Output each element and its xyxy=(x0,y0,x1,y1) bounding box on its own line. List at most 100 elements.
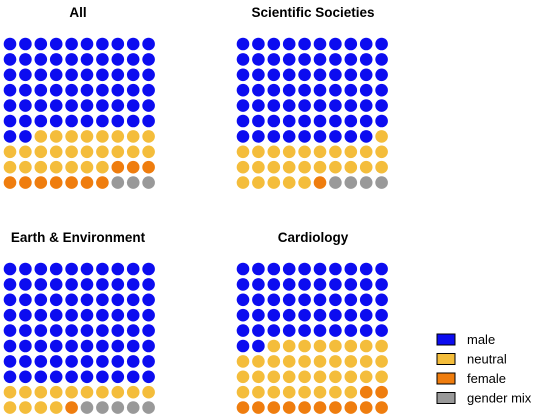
waffle-dot-male xyxy=(126,53,140,66)
waffle-dot-male xyxy=(65,37,78,51)
waffle-dot-male xyxy=(3,293,17,307)
waffle-dot-male xyxy=(267,114,281,128)
waffle-dot-male xyxy=(80,339,94,353)
waffle-dot-male xyxy=(298,37,311,51)
waffle-dot-male xyxy=(282,37,296,51)
waffle-dot-male xyxy=(298,308,311,322)
waffle-dot-male xyxy=(3,355,17,368)
waffle-dot-male xyxy=(252,53,265,66)
waffle-dot-male xyxy=(375,308,388,322)
waffle-dot-neutral xyxy=(375,145,388,159)
waffle-dot-neutral xyxy=(329,339,342,353)
waffle-dot-neutral xyxy=(49,385,63,399)
panel-title: Cardiology xyxy=(278,230,349,245)
waffle-dot-gender-mix xyxy=(126,401,140,414)
waffle-dot-gender-mix xyxy=(111,401,125,414)
waffle-dot-male xyxy=(282,293,296,307)
waffle-dot-male xyxy=(375,53,388,66)
waffle-dot-neutral xyxy=(65,130,78,143)
waffle-dot-male xyxy=(96,308,109,322)
waffle-dot-neutral xyxy=(126,145,140,159)
waffle-dot-male xyxy=(282,130,296,143)
waffle-dot-neutral xyxy=(236,385,250,399)
waffle-dot-male xyxy=(111,99,125,112)
waffle-panel: All xyxy=(3,5,155,189)
waffle-dot-male xyxy=(375,293,388,307)
waffle-dot-male xyxy=(329,53,342,66)
waffle-dot-male xyxy=(126,370,140,384)
waffle-dot-neutral xyxy=(80,145,94,159)
waffle-dot-male xyxy=(236,278,250,291)
waffle-dot-male xyxy=(298,99,311,112)
waffle-dot-male xyxy=(359,53,373,66)
waffle-dot-male xyxy=(344,99,358,112)
waffle-dot-male xyxy=(142,68,155,82)
waffle-dot-neutral xyxy=(236,370,250,384)
waffle-dot-male xyxy=(375,324,388,337)
waffle-dot-male xyxy=(19,83,32,97)
waffle-dot-male xyxy=(126,324,140,337)
waffle-dot-male xyxy=(80,355,94,368)
waffle-dot-male xyxy=(267,262,281,276)
waffle-dot-neutral xyxy=(282,370,296,384)
waffle-dot-neutral xyxy=(34,160,48,174)
waffle-dot-male xyxy=(19,339,32,353)
waffle-dot-male xyxy=(313,308,327,322)
waffle-dot-male xyxy=(142,355,155,368)
waffle-dot-neutral xyxy=(49,130,63,143)
waffle-dot-neutral xyxy=(80,385,94,399)
waffle-dot-male xyxy=(282,324,296,337)
waffle-dot-male xyxy=(313,53,327,66)
waffle-dot-male xyxy=(236,68,250,82)
waffle-dot-male xyxy=(49,83,63,97)
waffle-dot-male xyxy=(111,370,125,384)
waffle-dot-male xyxy=(142,324,155,337)
waffle-dot-male xyxy=(329,37,342,51)
waffle-dot-male xyxy=(34,53,48,66)
waffle-dot-neutral xyxy=(282,160,296,174)
waffle-dot-male xyxy=(252,308,265,322)
waffle-dot-male xyxy=(126,308,140,322)
waffle-dot-neutral xyxy=(49,145,63,159)
waffle-dot-female xyxy=(252,401,265,414)
waffle-dot-neutral xyxy=(375,130,388,143)
waffle-dot-neutral xyxy=(359,145,373,159)
waffle-dot-male xyxy=(111,293,125,307)
waffle-dot-male xyxy=(34,83,48,97)
waffle-dot-male xyxy=(34,262,48,276)
waffle-dot-male xyxy=(329,278,342,291)
waffle-dot-male xyxy=(49,53,63,66)
waffle-dot-neutral xyxy=(359,339,373,353)
waffle-dot-male xyxy=(252,114,265,128)
waffle-dot-male xyxy=(96,324,109,337)
waffle-dot-male xyxy=(142,293,155,307)
waffle-dot-gender-mix xyxy=(80,401,94,414)
waffle-dot-neutral xyxy=(344,385,358,399)
waffle-dot-male xyxy=(344,293,358,307)
waffle-dot-male xyxy=(142,262,155,276)
waffle-dot-neutral xyxy=(313,355,327,368)
waffle-panel: Scientific Societies xyxy=(236,5,388,189)
waffle-dot-male xyxy=(111,308,125,322)
waffle-dot-male xyxy=(34,114,48,128)
waffle-dot-male xyxy=(375,37,388,51)
waffle-dot-male xyxy=(142,114,155,128)
waffle-dot-male xyxy=(3,262,17,276)
waffle-dot-male xyxy=(49,278,63,291)
waffle-dot-neutral xyxy=(267,339,281,353)
waffle-dot-neutral xyxy=(111,385,125,399)
waffle-dot-male xyxy=(267,278,281,291)
waffle-dot-male xyxy=(344,53,358,66)
waffle-dot-male xyxy=(252,130,265,143)
waffle-dot-male xyxy=(329,68,342,82)
waffle-dot-neutral xyxy=(313,370,327,384)
waffle-dot-male xyxy=(267,53,281,66)
waffle-dot-male xyxy=(375,83,388,97)
waffle-dot-neutral xyxy=(236,145,250,159)
waffle-dot-female xyxy=(313,176,327,189)
waffle-dot-male xyxy=(111,278,125,291)
waffle-dot-male xyxy=(126,355,140,368)
waffle-dot-male xyxy=(359,308,373,322)
waffle-dot-male xyxy=(313,99,327,112)
